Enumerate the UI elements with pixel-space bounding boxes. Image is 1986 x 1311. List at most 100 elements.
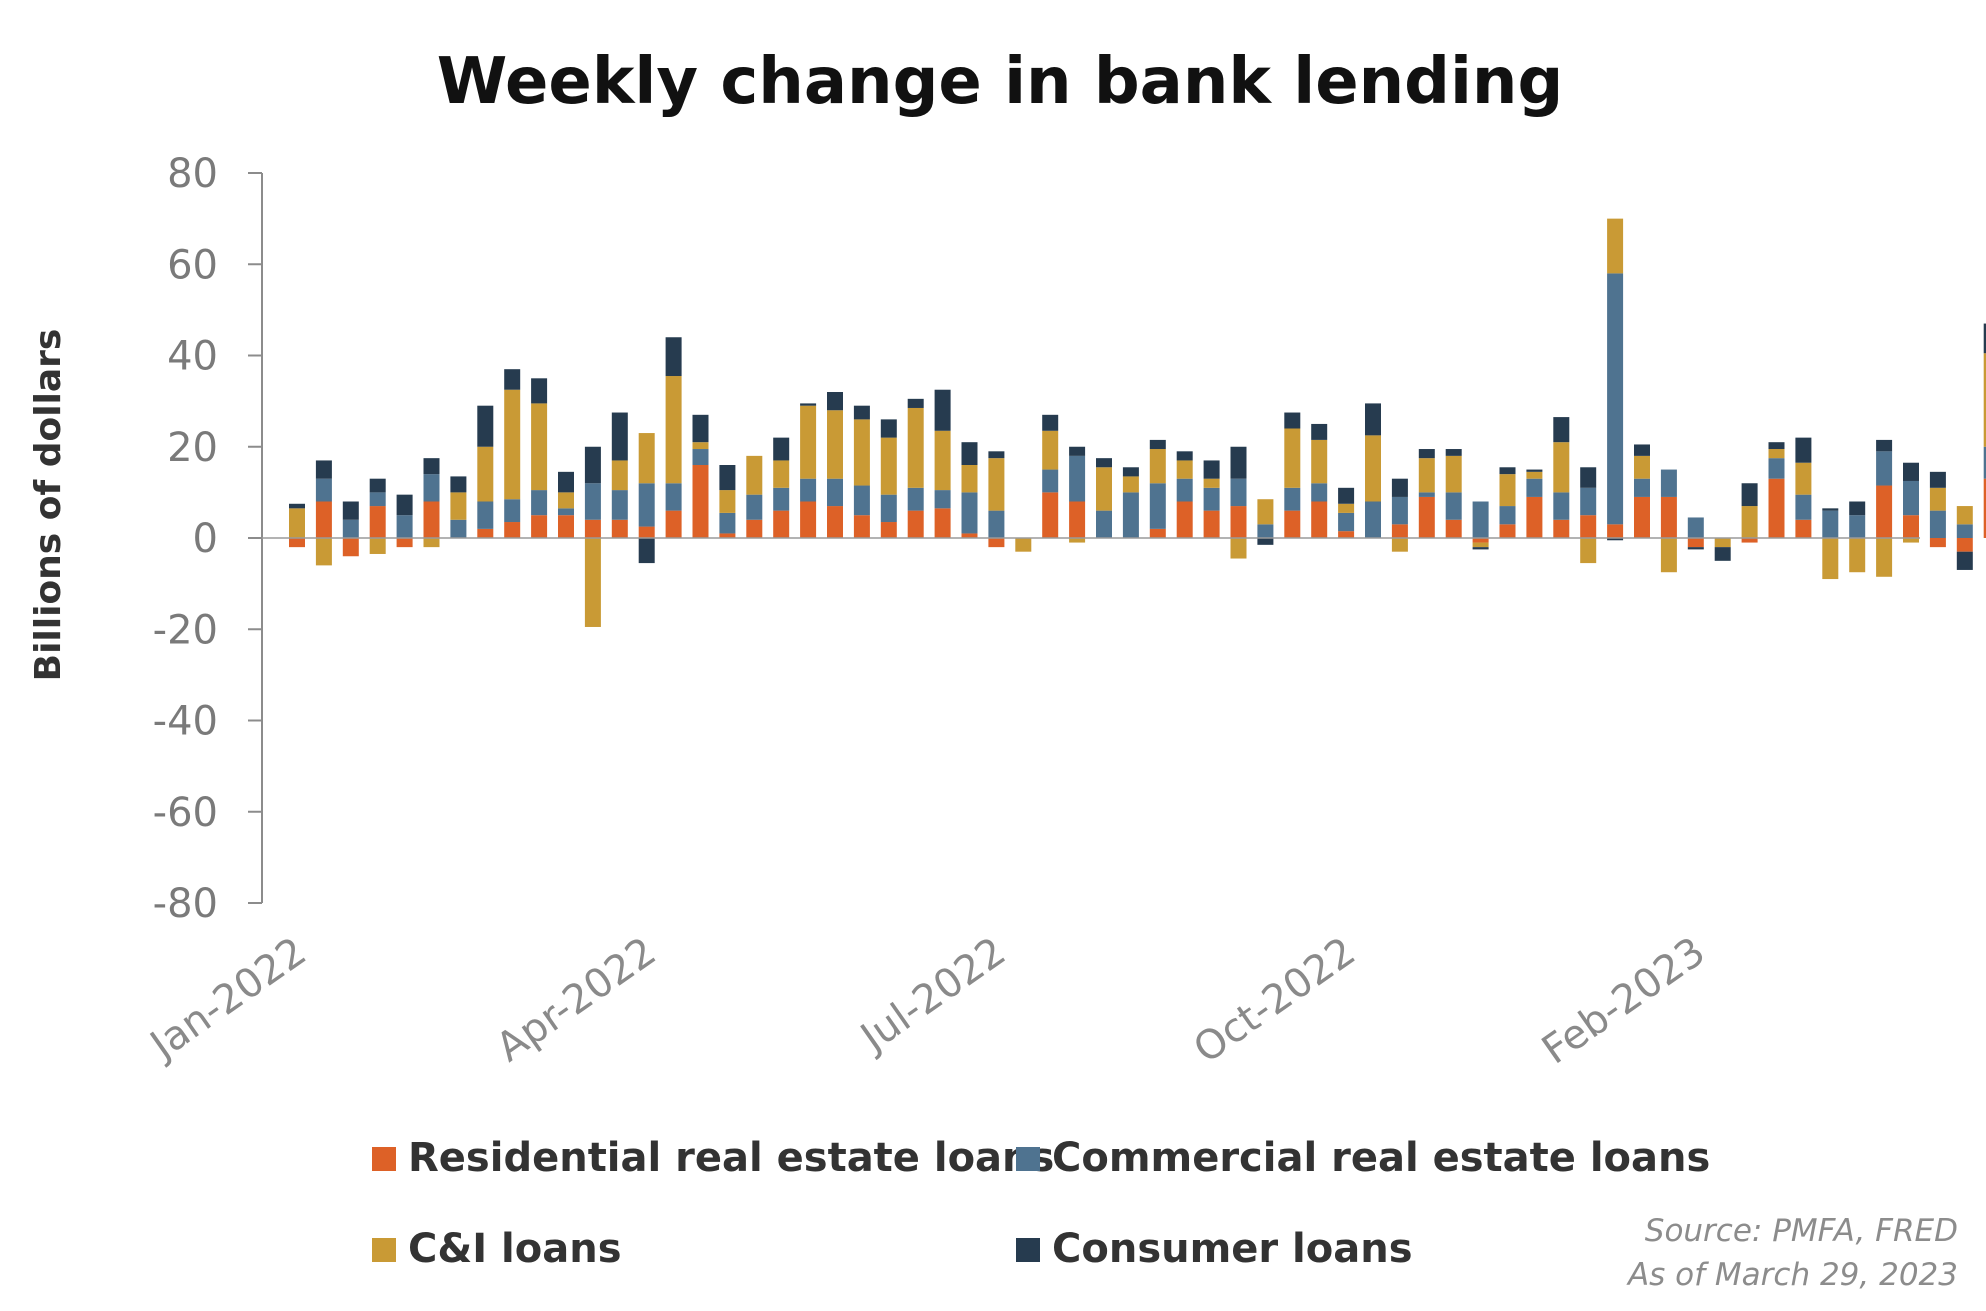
bar-segment-ci <box>477 446 494 502</box>
bar-segment-consumer <box>1983 323 1986 354</box>
bar-segment-ci <box>1042 430 1059 470</box>
bar-segment-ci <box>1499 474 1516 507</box>
bar-segment-residential <box>477 528 494 539</box>
bar-segment-residential <box>1634 496 1650 538</box>
bar-segment-ci <box>1338 503 1355 513</box>
bar-segment-ci <box>423 538 440 548</box>
bar-segment-consumer <box>1391 478 1408 497</box>
bar-segment-ci <box>988 458 1005 511</box>
bar-segment-residential <box>423 501 440 538</box>
bar-segment-ci <box>1929 487 1946 511</box>
bar-segment-consumer <box>423 458 440 475</box>
bar-segment-consumer <box>1230 446 1247 479</box>
bar-segment-ci <box>1311 439 1328 484</box>
legend-label-commercial: Commercial real estate loans <box>1052 1135 1710 1181</box>
bar-segment-residential <box>719 533 736 538</box>
x-tick-label: Apr-2022 <box>488 929 664 1072</box>
bar-segment-residential <box>342 538 359 557</box>
legend-swatch-consumer <box>1016 1238 1040 1262</box>
bar-segment-ci <box>1365 435 1381 502</box>
source-note: Source: PMFA, FRED <box>1645 1213 1958 1249</box>
y-tick-label: -60 <box>153 790 218 836</box>
bar-segment-residential <box>827 506 843 538</box>
bar-segment-commercial <box>1956 524 1973 538</box>
legend-label-consumer: Consumer loans <box>1052 1226 1413 1272</box>
bar-segment-commercial <box>638 483 655 527</box>
bar-segment-consumer <box>1768 442 1785 450</box>
bar-segment-ci <box>1903 538 1919 543</box>
bar-segment-residential <box>1338 531 1355 538</box>
x-tick-label: Oct-2022 <box>1186 929 1364 1073</box>
bar-segment-commercial <box>1096 510 1112 539</box>
legend-label-residential: Residential real estate loans <box>408 1135 1054 1181</box>
bar-segment-ci <box>638 433 655 484</box>
bar-segment-ci <box>1445 455 1462 493</box>
bar-segment-residential <box>1580 515 1597 538</box>
bar-segment-commercial <box>1338 512 1355 532</box>
bar-segment-consumer <box>853 405 870 420</box>
bar-segment-ci <box>1553 442 1570 493</box>
bar-segment-ci <box>1176 460 1193 479</box>
bar-segment-ci <box>558 492 574 509</box>
bar-segment-ci <box>1580 538 1597 564</box>
bar-segment-consumer <box>1526 469 1543 472</box>
bar-segment-ci <box>1822 538 1839 580</box>
bar-segment-residential <box>1795 519 1812 538</box>
bar-segment-commercial <box>692 449 709 465</box>
bar-segment-ci <box>1096 467 1112 511</box>
y-axis-label: Billions of dollars <box>28 329 69 682</box>
bar-segment-consumer <box>800 403 817 406</box>
bars-group <box>289 218 1986 627</box>
bar-segment-ci <box>611 460 628 491</box>
bar-segment-commercial <box>1929 510 1946 539</box>
bar-segment-consumer <box>1418 449 1435 459</box>
bar-segment-ci <box>1526 471 1543 479</box>
bar-segment-consumer <box>880 419 897 438</box>
y-tick-label: -20 <box>153 607 218 653</box>
bar-segment-consumer <box>1956 551 1973 570</box>
bar-segment-ci <box>1015 538 1032 552</box>
legend-swatch-commercial <box>1016 1147 1040 1171</box>
bar-segment-consumer <box>1122 467 1139 477</box>
bar-segment-ci <box>450 492 467 520</box>
bar-segment-ci <box>934 430 951 491</box>
bar-segment-commercial <box>369 492 386 507</box>
bar-segment-residential <box>1230 506 1247 538</box>
bar-segment-ci <box>1284 428 1301 488</box>
bar-segment-consumer <box>1445 449 1462 456</box>
bar-segment-ci <box>827 410 843 479</box>
bar-segment-residential <box>692 465 709 538</box>
bar-segment-residential <box>504 522 521 538</box>
bar-segment-commercial <box>1768 458 1785 479</box>
bar-segment-residential <box>1499 524 1516 538</box>
bar-segment-consumer <box>558 471 574 493</box>
bar-segment-commercial <box>531 490 548 516</box>
bar-segment-commercial <box>1499 506 1516 525</box>
bar-segment-commercial <box>477 501 494 529</box>
y-tick-label: 0 <box>193 516 218 562</box>
bar-segment-commercial <box>988 510 1005 539</box>
bar-segment-residential <box>665 510 682 539</box>
bar-segment-consumer <box>1069 446 1086 456</box>
bar-segment-consumer <box>1257 538 1274 545</box>
bar-segment-residential <box>1660 496 1677 538</box>
bar-segment-consumer <box>1338 487 1355 504</box>
chart-title: Weekly change in bank lending <box>437 45 1564 119</box>
bar-segment-residential <box>611 519 628 538</box>
bar-segment-consumer <box>934 389 951 431</box>
bar-segment-residential <box>800 501 817 538</box>
bar-segment-ci <box>289 508 305 538</box>
bar-segment-ci <box>773 460 790 488</box>
bar-segment-commercial <box>1526 478 1543 497</box>
bar-segment-residential <box>1607 524 1624 538</box>
y-tick-label: 80 <box>167 151 218 197</box>
bar-segment-residential <box>1311 501 1328 538</box>
bar-segment-ci <box>584 538 601 627</box>
y-tick-label: 20 <box>167 425 218 471</box>
bar-segment-consumer <box>1499 467 1516 475</box>
bar-segment-consumer <box>665 337 682 377</box>
bar-segment-residential <box>1418 496 1435 538</box>
bar-segment-ci <box>1230 538 1247 559</box>
bar-segment-residential <box>880 522 897 538</box>
bar-segment-commercial <box>1983 446 1986 479</box>
